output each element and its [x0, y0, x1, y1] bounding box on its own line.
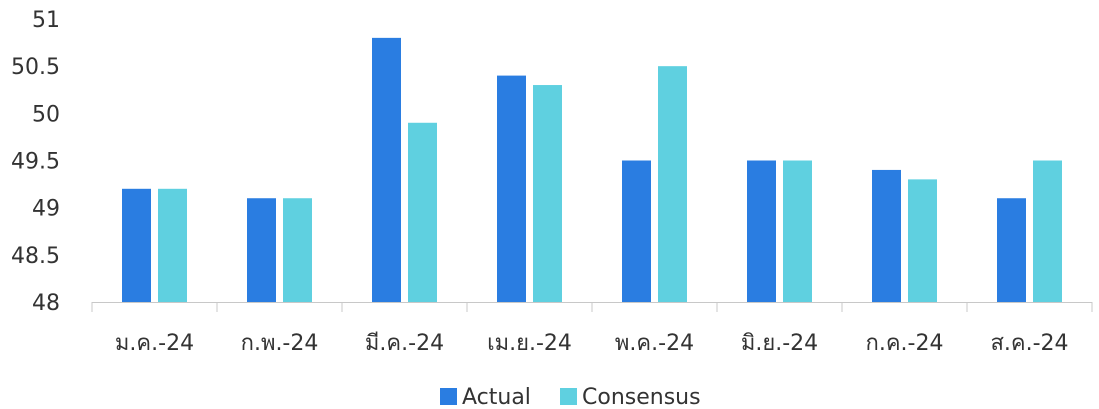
bar-actual-2 [372, 37, 401, 302]
legend: Actual Consensus [440, 385, 701, 409]
bar-actual-5 [747, 160, 776, 302]
bar-actual-3 [497, 75, 526, 302]
x-tick-label: มี.ค.-24 [365, 331, 444, 356]
bar-actual-6 [872, 169, 901, 302]
legend-label-actual: Actual [462, 385, 531, 409]
bar-consensus-2 [408, 122, 437, 303]
legend-label-consensus: Consensus [582, 385, 701, 409]
bar-consensus-6 [908, 179, 937, 302]
y-tick-label: 48.5 [11, 244, 60, 269]
x-tick-label: เม.ย.-24 [487, 331, 572, 356]
x-tick-label: ก.ค.-24 [866, 331, 944, 356]
x-tick-label: ก.พ.-24 [241, 331, 319, 356]
y-tick-label: 48 [32, 291, 60, 316]
bar-actual-4 [622, 160, 651, 302]
bar-consensus-4 [658, 66, 687, 303]
y-tick-label: 49 [32, 197, 60, 222]
y-tick-label: 50 [32, 102, 60, 127]
bars [122, 37, 1062, 303]
bar-consensus-5 [783, 160, 812, 302]
legend-swatch-consensus [560, 388, 577, 405]
y-tick-label: 49.5 [11, 150, 60, 175]
x-tick-label: ส.ค.-24 [990, 331, 1068, 356]
x-axis: ม.ค.-24 ก.พ.-24 มี.ค.-24 เม.ย.-24 พ.ค.-24 มิ.… [91, 302, 1093, 356]
bar-consensus-7 [1033, 160, 1062, 302]
x-tick-label: ม.ค.-24 [115, 331, 194, 356]
y-tick-label: 51 [32, 8, 60, 33]
bar-consensus-1 [283, 198, 312, 302]
y-tick-label: 50.5 [11, 55, 60, 80]
x-tick-label: พ.ค.-24 [615, 331, 694, 356]
bar-actual-1 [247, 198, 276, 302]
bar-actual-0 [122, 188, 151, 302]
bar-consensus-3 [533, 85, 562, 303]
y-axis: 48 48.5 49 49.5 50 50.5 51 [11, 8, 60, 316]
bar-actual-7 [997, 198, 1026, 302]
bar-consensus-0 [158, 188, 187, 302]
x-tick-label: มิ.ย.-24 [741, 331, 818, 356]
legend-swatch-actual [440, 388, 457, 405]
